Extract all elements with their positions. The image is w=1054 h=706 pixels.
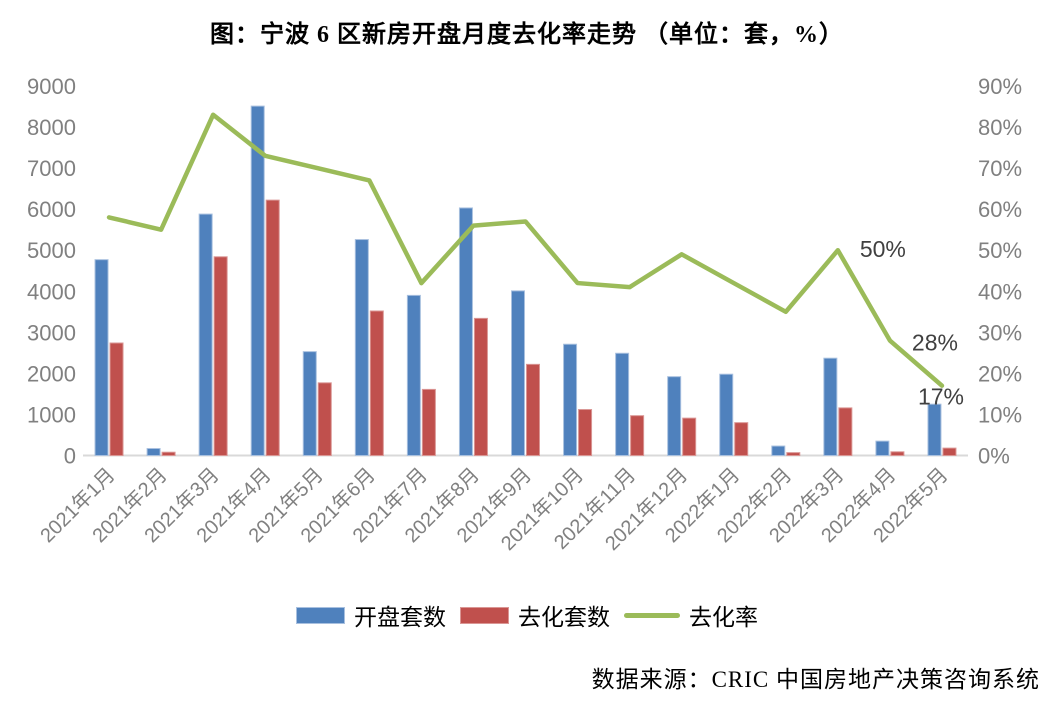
rate-annotation: 17% xyxy=(918,384,964,410)
bar-sold-units xyxy=(369,310,384,456)
y-axis-right-tick-label: 80% xyxy=(978,115,1022,140)
legend-label-sold-units: 去化套数 xyxy=(518,605,610,630)
legend-label-rate: 去化率 xyxy=(689,605,758,630)
sold-units-swatch-icon xyxy=(460,606,509,624)
y-axis-left-tick-label: 7000 xyxy=(27,156,76,181)
bar-sold-units xyxy=(578,409,593,457)
bar-sold-units xyxy=(109,342,124,457)
data-source-note: 数据来源：CRIC 中国房地产决策咨询系统 xyxy=(591,667,1040,692)
y-axis-right-tick-label: 0% xyxy=(978,444,1010,469)
bar-sold-units xyxy=(161,451,176,456)
legend-label-open-units: 开盘套数 xyxy=(354,605,446,630)
bar-open-units xyxy=(719,373,734,456)
y-axis-left-tick-label: 9000 xyxy=(27,74,76,99)
chart-plot-area: 0 1000 2000 3000 4000 5000 6000 7000 8000 9000 0% 1… xyxy=(27,74,1022,555)
bar-open-units xyxy=(615,352,630,456)
bar-sold-units xyxy=(526,363,540,456)
bar-sold-units xyxy=(213,256,228,456)
bar-open-units xyxy=(406,294,421,456)
legend-item-rate: 去化率 xyxy=(624,598,758,632)
bar-open-units xyxy=(458,207,473,456)
y-axis-right-tick-label: 60% xyxy=(978,197,1022,222)
y-axis-left-tick-label: 8000 xyxy=(27,115,76,140)
y-axis-left-tick-label: 3000 xyxy=(27,320,76,345)
bar-open-units xyxy=(823,357,838,456)
bar-open-units xyxy=(511,290,525,456)
bar-open-units xyxy=(302,351,317,457)
bar-sold-units xyxy=(786,452,801,456)
bar-sold-units xyxy=(734,422,749,456)
bar-sold-units xyxy=(473,317,488,456)
y-axis-left-tick-label: 5000 xyxy=(27,238,76,263)
rate-annotation: 28% xyxy=(912,330,958,356)
bar-open-units xyxy=(875,440,890,456)
bar-open-units xyxy=(94,259,109,456)
y-axis-left-tick-label: 4000 xyxy=(27,279,76,304)
legend-item-sold-units: 去化套数 xyxy=(460,598,610,632)
chart-title: 图：宁波 6 区新房开盘月度去化率走势 （单位：套，%） xyxy=(210,22,844,48)
y-axis-right-tick-label: 70% xyxy=(978,156,1022,181)
rate-line xyxy=(106,112,945,388)
bar-open-units xyxy=(927,403,942,456)
bar-sold-units xyxy=(942,447,957,456)
y-axis-right-tick-label: 30% xyxy=(978,320,1022,345)
legend-item-open-units: 开盘套数 xyxy=(296,598,446,632)
bar-open-units xyxy=(771,445,786,456)
bar-sold-units xyxy=(682,417,697,456)
chart-legend: 开盘套数 去化套数 去化率 xyxy=(0,598,1054,632)
rate-annotation: 50% xyxy=(860,236,906,262)
bar-open-units xyxy=(146,448,161,457)
bar-sold-units xyxy=(630,415,645,457)
open-units-swatch-icon xyxy=(296,606,345,624)
bar-open-units xyxy=(563,343,578,456)
bar-open-units xyxy=(250,105,265,457)
rate-line-swatch-icon xyxy=(624,612,680,618)
y-axis-right-tick-label: 90% xyxy=(978,74,1022,99)
y-axis-right-tick-label: 10% xyxy=(978,402,1022,427)
bar-open-units xyxy=(667,376,682,457)
y-axis-left-tick-label: 2000 xyxy=(27,361,76,386)
bar-open-units xyxy=(198,213,213,456)
bar-sold-units xyxy=(838,407,853,456)
bar-sold-units xyxy=(421,388,436,456)
y-axis-left-tick-label: 6000 xyxy=(27,197,76,222)
y-axis-left-tick-label: 0 xyxy=(64,444,76,469)
y-axis-left-tick-label: 1000 xyxy=(27,402,76,427)
bar-sold-units xyxy=(317,382,332,456)
bar-sold-units xyxy=(890,451,905,456)
y-axis-right-tick-label: 40% xyxy=(978,279,1022,304)
bar-open-units xyxy=(354,239,369,456)
y-axis-right-tick-label: 50% xyxy=(978,238,1022,263)
bar-sold-units xyxy=(265,199,280,456)
y-axis-right-tick-label: 20% xyxy=(978,361,1022,386)
